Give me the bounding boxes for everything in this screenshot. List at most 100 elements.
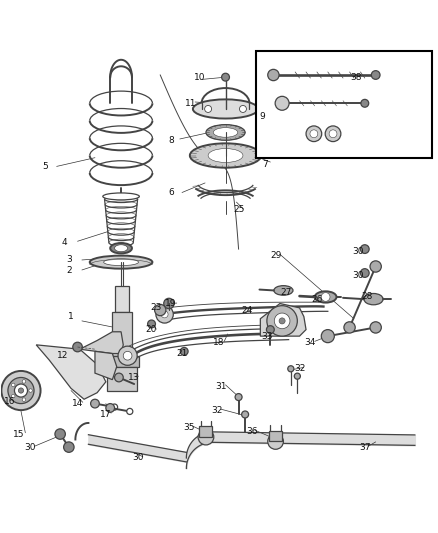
Circle shape [55, 429, 65, 439]
Circle shape [161, 311, 168, 318]
Circle shape [22, 379, 26, 383]
Text: 29: 29 [270, 251, 281, 260]
Circle shape [240, 106, 247, 112]
Ellipse shape [110, 243, 132, 254]
Text: 37: 37 [359, 442, 371, 451]
Ellipse shape [103, 193, 139, 200]
Circle shape [360, 245, 369, 254]
Text: 7: 7 [262, 160, 268, 169]
Polygon shape [115, 286, 129, 312]
Text: 25: 25 [233, 205, 244, 214]
Bar [256, 51, 432, 158]
Text: 27: 27 [281, 288, 292, 297]
Text: 36: 36 [246, 427, 258, 437]
Circle shape [123, 351, 132, 360]
Text: 30: 30 [353, 247, 364, 256]
Circle shape [91, 399, 99, 408]
Circle shape [106, 403, 115, 413]
Polygon shape [260, 303, 306, 336]
Text: 34: 34 [305, 338, 316, 347]
Circle shape [235, 393, 242, 400]
Ellipse shape [193, 99, 258, 118]
Ellipse shape [208, 149, 243, 163]
Circle shape [222, 73, 230, 81]
Circle shape [306, 126, 322, 142]
Circle shape [370, 322, 381, 333]
Circle shape [127, 408, 133, 415]
Circle shape [267, 305, 297, 336]
Polygon shape [105, 356, 139, 367]
Circle shape [370, 261, 381, 272]
Text: 1: 1 [68, 312, 74, 321]
Circle shape [268, 69, 279, 80]
Circle shape [64, 442, 74, 453]
Text: 8: 8 [168, 136, 174, 145]
Text: 30: 30 [133, 454, 144, 463]
Circle shape [329, 130, 337, 138]
Circle shape [155, 304, 166, 316]
Text: 5: 5 [42, 162, 48, 171]
Text: 6: 6 [168, 188, 174, 197]
Circle shape [115, 373, 123, 382]
Text: 28: 28 [361, 293, 373, 302]
Circle shape [14, 384, 28, 397]
Text: 30: 30 [353, 271, 364, 280]
Ellipse shape [190, 143, 261, 168]
Circle shape [288, 366, 294, 372]
Circle shape [275, 96, 289, 110]
Circle shape [321, 293, 330, 301]
Circle shape [361, 99, 369, 107]
Circle shape [29, 389, 32, 392]
Circle shape [164, 298, 174, 309]
Text: 2: 2 [66, 266, 72, 276]
Polygon shape [199, 426, 212, 437]
Ellipse shape [206, 125, 245, 140]
Circle shape [156, 305, 173, 323]
Text: 30: 30 [24, 442, 35, 451]
Ellipse shape [364, 294, 383, 305]
Circle shape [242, 411, 249, 418]
Circle shape [360, 269, 369, 277]
Text: 3: 3 [66, 255, 72, 264]
Text: 38: 38 [350, 72, 362, 82]
Text: 26: 26 [311, 295, 323, 304]
Text: 14: 14 [72, 399, 83, 408]
Circle shape [198, 429, 214, 445]
Text: 21: 21 [177, 349, 188, 358]
Polygon shape [269, 431, 282, 441]
Text: 17: 17 [100, 410, 112, 419]
Text: 16: 16 [4, 397, 16, 406]
Circle shape [310, 130, 318, 138]
Circle shape [11, 383, 15, 386]
Circle shape [148, 320, 155, 328]
Ellipse shape [90, 256, 152, 269]
Circle shape [294, 373, 300, 379]
Circle shape [1, 371, 41, 410]
Text: 32: 32 [211, 406, 223, 415]
Circle shape [8, 377, 34, 403]
Circle shape [325, 126, 341, 142]
Text: 15: 15 [13, 430, 25, 439]
Polygon shape [107, 367, 137, 391]
Text: 9: 9 [260, 112, 265, 121]
Text: 10: 10 [194, 72, 205, 82]
Circle shape [279, 318, 285, 324]
Text: 33: 33 [261, 332, 272, 341]
Polygon shape [36, 345, 106, 399]
Circle shape [112, 404, 117, 410]
Circle shape [266, 326, 274, 334]
Text: 13: 13 [128, 373, 140, 382]
Ellipse shape [315, 292, 336, 303]
Text: 31: 31 [215, 382, 227, 391]
Circle shape [205, 106, 212, 112]
Circle shape [321, 329, 334, 343]
Ellipse shape [104, 259, 138, 265]
Text: 12: 12 [57, 351, 68, 360]
Text: 24: 24 [242, 305, 253, 314]
Ellipse shape [274, 286, 293, 295]
Polygon shape [112, 312, 132, 356]
Circle shape [268, 434, 283, 449]
Circle shape [274, 313, 290, 329]
Text: 20: 20 [146, 325, 157, 334]
Circle shape [180, 348, 188, 356]
